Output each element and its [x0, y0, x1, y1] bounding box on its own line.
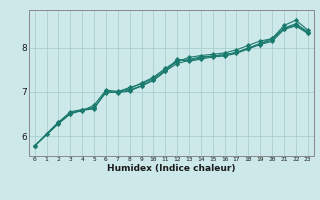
X-axis label: Humidex (Indice chaleur): Humidex (Indice chaleur): [107, 164, 236, 173]
